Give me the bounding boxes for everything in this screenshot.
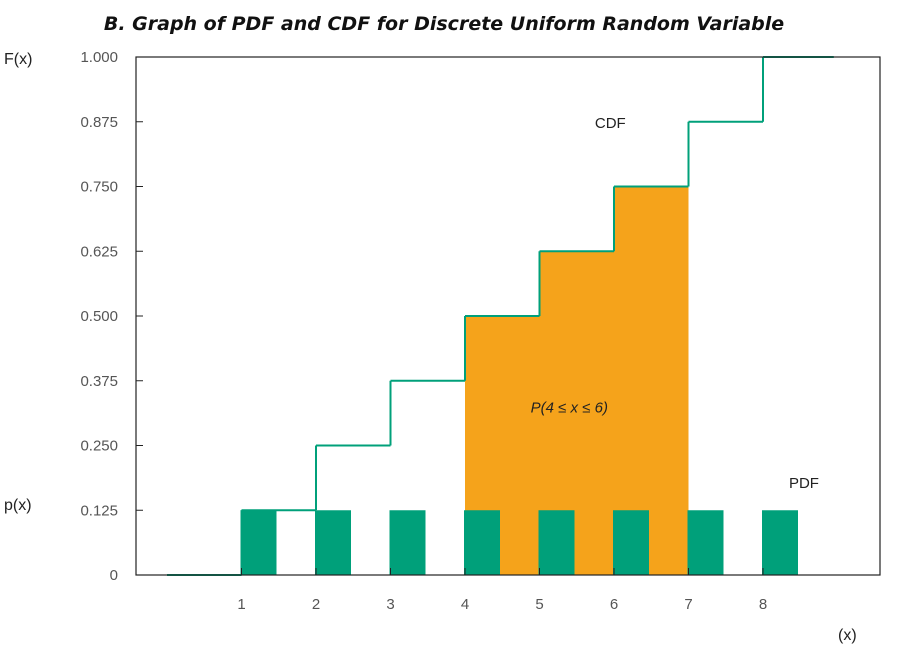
annotations: CDF PDF P(4 ≤ x ≤ 6) <box>531 115 819 492</box>
x-tick-label-3: 3 <box>386 596 394 613</box>
pdf-bar-8 <box>762 510 798 575</box>
pdf-bar-3 <box>389 510 426 575</box>
pdf-bar-1 <box>240 510 277 575</box>
x-tick-label-6: 6 <box>610 596 618 613</box>
pdf-bar-6 <box>613 510 649 575</box>
y-tick-label-0.250: 0.250 <box>80 438 118 455</box>
x-tick-label-4: 4 <box>461 596 469 613</box>
y-tick-label-0.125: 0.125 <box>80 502 118 519</box>
pdf-bar-4 <box>464 510 500 575</box>
y-tick-label-0: 0 <box>110 567 118 584</box>
pdf-bar-7 <box>687 510 724 575</box>
y-tick-label-0.375: 0.375 <box>80 373 118 390</box>
x-tick-label-8: 8 <box>759 596 767 613</box>
y-axis-label-cdf: F(x) <box>4 51 32 68</box>
y-axis-label-pdf: p(x) <box>4 497 32 514</box>
y-tick-label-1.000: 1.000 <box>80 49 118 66</box>
y-tick-label-0.625: 0.625 <box>80 243 118 260</box>
x-tick-label-2: 2 <box>312 596 320 613</box>
cdf-annotation: CDF <box>595 115 626 132</box>
axes: 0 0.125 0.250 0.375 0.500 0.625 0.750 0.875 1.00… <box>80 49 881 613</box>
x-axis-label: (x) <box>838 627 857 644</box>
region-annotation: P(4 ≤ x ≤ 6) <box>531 400 608 417</box>
pdf-bar-5 <box>538 510 575 575</box>
y-tick-label-0.500: 0.500 <box>80 308 118 325</box>
y-tick-label-0.875: 0.875 <box>80 114 118 131</box>
chart-title: B. Graph of PDF and CDF for Discrete Uni… <box>104 13 784 35</box>
pdf-annotation: PDF <box>789 475 819 492</box>
x-tick-label-7: 7 <box>684 596 692 613</box>
y-tick-label-0.750: 0.750 <box>80 179 118 196</box>
pdf-bars <box>240 510 798 575</box>
shaded-region <box>465 186 689 575</box>
pdf-bar-2 <box>315 510 351 575</box>
x-tick-label-5: 5 <box>535 596 543 613</box>
x-tick-label-1: 1 <box>237 596 245 613</box>
